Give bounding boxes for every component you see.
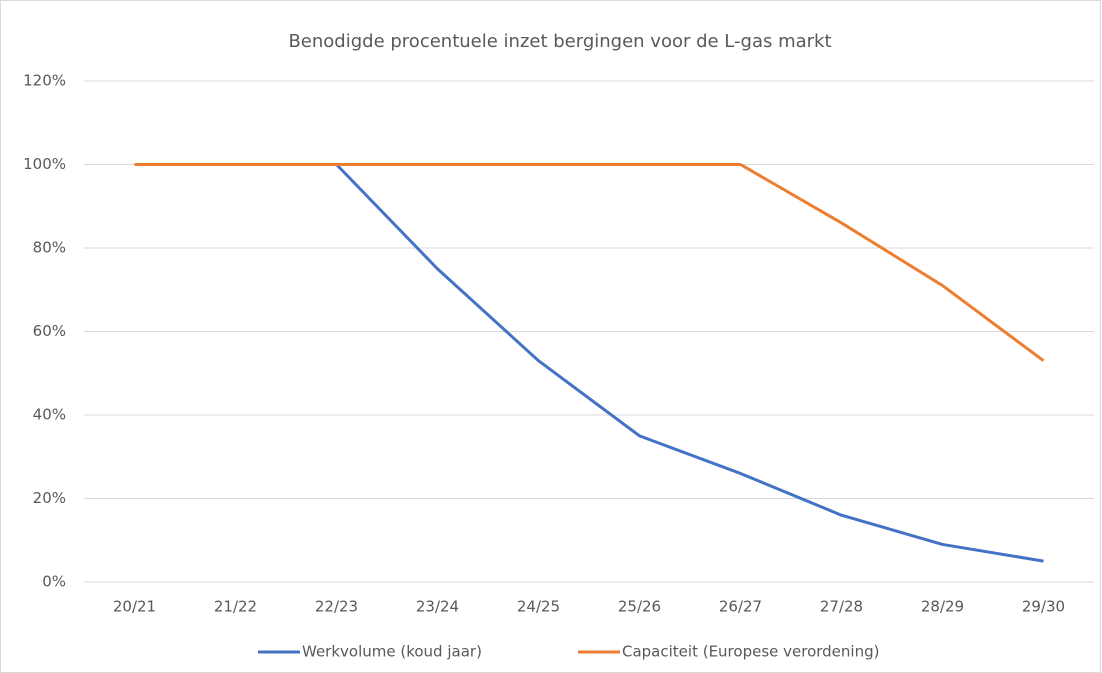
x-tick-label: 21/22: [214, 598, 257, 616]
y-tick-label: 100%: [23, 155, 66, 173]
y-tick-label: 60%: [33, 322, 66, 340]
y-tick-label: 120%: [23, 72, 66, 90]
x-tick-label: 27/28: [820, 598, 863, 616]
y-tick-label: 80%: [33, 239, 66, 257]
y-tick-label: 40%: [33, 406, 66, 424]
x-tick-label: 22/23: [315, 598, 358, 616]
x-tick-label: 24/25: [517, 598, 560, 616]
legend-label: Werkvolume (koud jaar): [302, 643, 482, 661]
line-series: [134, 163, 1045, 362]
y-tick-label: 20%: [33, 489, 66, 507]
x-tick-label: 25/26: [618, 598, 661, 616]
x-tick-label: 29/30: [1022, 598, 1065, 616]
y-tick-label: 0%: [42, 573, 66, 591]
chart-title: Benodigde procentuele inzet bergingen vo…: [288, 31, 831, 52]
x-tick-label: 28/29: [921, 598, 964, 616]
x-tick-label: 23/24: [416, 598, 459, 616]
legend-label: Capaciteit (Europese verordening): [622, 643, 879, 661]
x-tick-label: 26/27: [719, 598, 762, 616]
x-tick-label: 20/21: [113, 598, 156, 616]
